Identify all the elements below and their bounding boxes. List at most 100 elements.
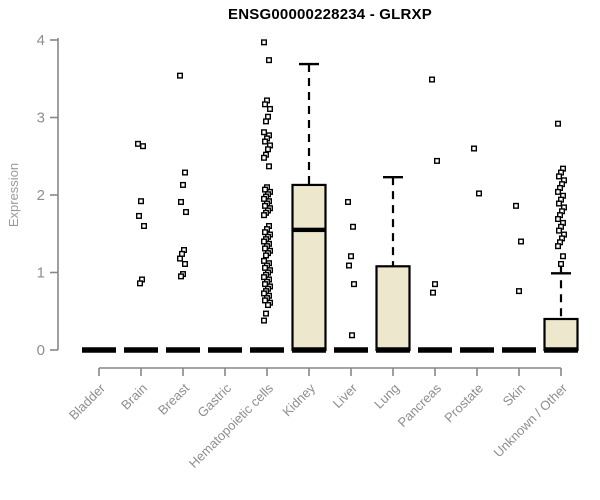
outlier-point xyxy=(262,245,269,252)
outlier-point xyxy=(262,297,269,304)
zero-median-dash xyxy=(460,347,494,353)
outlier-point xyxy=(434,157,441,164)
zero-median-dash xyxy=(292,347,326,353)
x-tick-label: Bladder xyxy=(66,380,109,423)
outlier-point xyxy=(261,290,268,297)
outlier-point xyxy=(261,154,268,161)
outlier-point xyxy=(177,198,184,205)
outlier-point xyxy=(262,202,269,209)
zero-median-dash xyxy=(124,347,158,353)
zero-median-dash xyxy=(82,347,116,353)
box-kidney xyxy=(291,183,327,352)
zero-median-dash xyxy=(418,347,452,353)
outlier-point xyxy=(261,317,268,324)
outlier-point xyxy=(176,72,183,79)
box-lung xyxy=(375,265,411,352)
outlier-point xyxy=(261,257,268,264)
outlier-point xyxy=(429,76,436,83)
outlier-point xyxy=(135,212,142,219)
zero-median-dash xyxy=(166,347,200,353)
outlier-point xyxy=(471,145,478,152)
outlier-point xyxy=(261,195,268,202)
outlier-point xyxy=(430,289,437,296)
outlier-point xyxy=(265,302,272,309)
outlier-point xyxy=(265,113,272,120)
outlier-point xyxy=(181,260,188,267)
zero-median-dash xyxy=(334,347,368,353)
x-tick-label: Pancreas xyxy=(395,380,445,430)
outlier-point xyxy=(178,250,185,257)
outlier-point xyxy=(556,173,563,180)
outlier-point xyxy=(348,253,355,260)
y-tick-label: 0 xyxy=(37,342,45,359)
outlier-point xyxy=(263,118,270,125)
zero-median-dash xyxy=(376,347,410,353)
outlier-point xyxy=(262,281,269,288)
outlier-point xyxy=(555,243,562,250)
outlier-point xyxy=(516,288,523,295)
outlier-point xyxy=(558,260,565,267)
outlier-point xyxy=(262,229,269,236)
outlier-point xyxy=(262,138,269,145)
outlier-point xyxy=(176,255,183,262)
outlier-point xyxy=(350,223,357,230)
x-tick-label: Skin xyxy=(500,381,528,409)
outlier-point xyxy=(513,202,520,209)
outlier-point xyxy=(560,253,567,260)
outlier-point xyxy=(518,238,525,245)
zero-median-dash xyxy=(250,347,284,353)
outlier-point xyxy=(556,227,563,234)
y-tick-label: 3 xyxy=(37,110,45,127)
outlier-point xyxy=(555,216,562,223)
outlier-point xyxy=(261,238,268,245)
y-tick-label: 2 xyxy=(37,187,45,204)
outlier-point xyxy=(555,188,562,195)
outlier-point xyxy=(261,212,268,219)
x-tick-label: Brain xyxy=(118,381,150,413)
outlier-point xyxy=(265,146,272,153)
outlier-point xyxy=(476,190,483,197)
x-tick-label: Kidney xyxy=(279,380,318,419)
outlier-point xyxy=(182,209,189,216)
outlier-point xyxy=(261,129,268,136)
zero-median-dash xyxy=(208,347,242,353)
outlier-point xyxy=(140,222,147,229)
outlier-point xyxy=(137,198,144,205)
outlier-point xyxy=(262,101,269,108)
outlier-point xyxy=(432,281,439,288)
x-tick-label: Liver xyxy=(330,380,361,411)
outlier-point xyxy=(136,280,143,287)
outlier-point xyxy=(134,140,141,147)
box-unknown-other xyxy=(543,317,579,352)
median-line xyxy=(293,227,325,233)
x-tick-label: Lung xyxy=(371,381,402,412)
x-tick-label: Prostate xyxy=(441,381,486,426)
x-tick-label: Unknown / Other xyxy=(491,380,571,460)
zero-median-dash xyxy=(502,347,536,353)
outlier-point xyxy=(263,310,270,317)
outlier-point xyxy=(267,105,274,112)
outlier-point xyxy=(266,163,273,170)
outlier-point xyxy=(177,273,184,280)
outlier-point xyxy=(351,281,358,288)
outlier-point xyxy=(345,198,352,205)
y-tick-label: 4 xyxy=(37,32,45,49)
outlier-point xyxy=(261,39,268,46)
x-tick-label: Gastric xyxy=(194,380,234,420)
outlier-point xyxy=(181,169,188,176)
outlier-point xyxy=(556,200,563,207)
x-tick-label: Breast xyxy=(155,380,192,417)
outlier-point xyxy=(349,332,356,339)
outlier-point xyxy=(262,186,269,193)
outlier-point xyxy=(266,57,273,64)
outlier-point xyxy=(139,143,146,150)
outlier-point xyxy=(261,274,268,281)
outlier-point xyxy=(262,264,269,271)
outlier-point xyxy=(179,181,186,188)
zero-median-dash xyxy=(544,347,578,353)
chart-title: ENSG00000228234 - GLRXP xyxy=(228,6,432,23)
outlier-point xyxy=(263,252,270,259)
outlier-point xyxy=(555,120,562,127)
